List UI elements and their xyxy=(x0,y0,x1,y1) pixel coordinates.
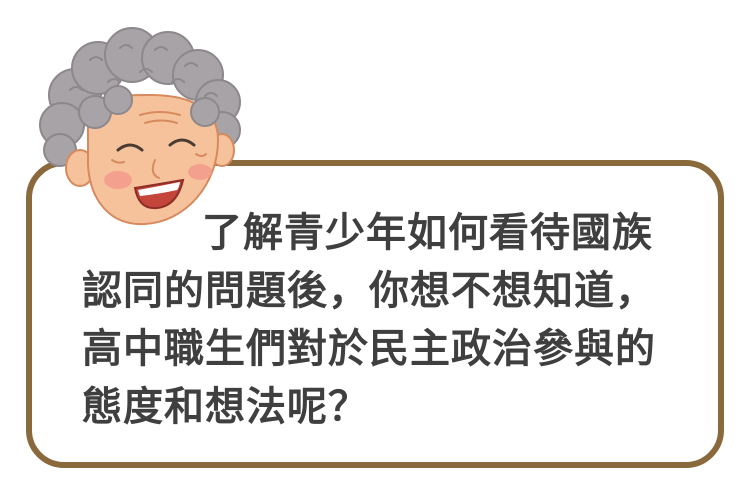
grandmother-icon xyxy=(39,27,241,226)
cheek-left xyxy=(104,171,132,189)
hair-texture xyxy=(69,44,218,97)
nose xyxy=(151,159,160,179)
hair-fringe xyxy=(78,85,220,129)
wrinkles xyxy=(139,111,181,124)
cheek-right xyxy=(188,164,212,180)
speech-text: 了解青少年如何看待國族認同的問題後，你想不想知道，高中職生們對於民主政治參與的態… xyxy=(82,210,656,430)
hair-curls xyxy=(39,27,241,167)
teeth xyxy=(138,182,180,196)
eyes xyxy=(116,138,196,152)
